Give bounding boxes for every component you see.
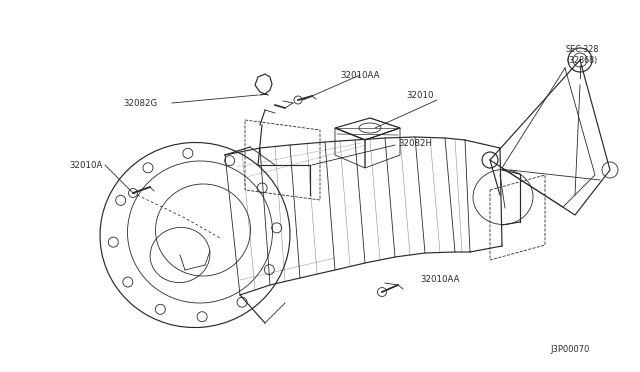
Text: 32082G: 32082G: [124, 99, 158, 108]
Text: 32082H: 32082H: [398, 138, 432, 148]
Text: 32010AA: 32010AA: [340, 71, 380, 80]
Text: SEC.328
(32868): SEC.328 (32868): [565, 45, 598, 65]
Text: J3P00070: J3P00070: [550, 346, 590, 355]
Text: 32010: 32010: [406, 90, 434, 99]
Text: 32010A: 32010A: [70, 160, 103, 170]
Text: 32010AA: 32010AA: [420, 276, 460, 285]
